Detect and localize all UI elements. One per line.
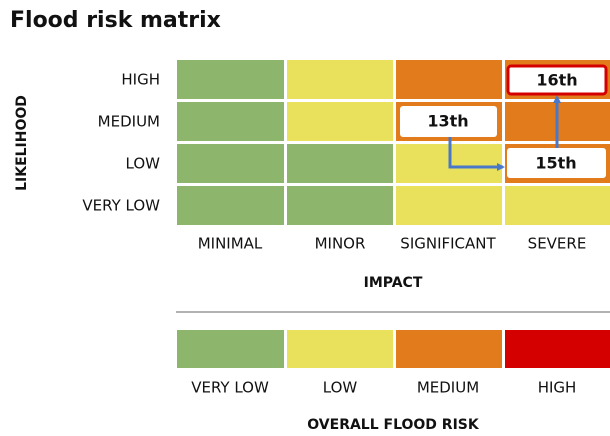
cell [177,144,284,183]
title: Flood risk matrix [10,8,221,33]
cell [396,60,502,99]
y-axis-title: LIKELIHOOD [14,95,30,191]
cell [177,186,284,225]
column-label: SEVERE [528,235,587,253]
legend-label: HIGH [538,379,577,397]
cell [505,186,610,225]
cell [177,60,284,99]
legend-swatch [505,330,610,368]
legend-swatch [177,330,284,368]
cell [287,102,393,141]
cell [287,186,393,225]
row-label: VERY LOW [82,197,160,215]
arrow [448,137,505,171]
marker-box [507,148,606,178]
cell [287,60,393,99]
marker-label: 13th [427,112,468,131]
cell [396,186,502,225]
legend-swatches [177,330,610,368]
legend-label: VERY LOW [191,379,269,397]
column-label: MINIMAL [198,235,263,253]
column-label: SIGNIFICANT [400,235,496,253]
legend-swatch [396,330,502,368]
cell [287,144,393,183]
marker-label: 15th [535,154,576,173]
column-label: MINOR [315,235,366,253]
row-label: LOW [126,155,161,173]
row-label: MEDIUM [98,113,160,131]
marker-box [506,64,608,96]
x-axis-title: IMPACT [364,275,423,291]
row-label: HIGH [121,71,160,89]
legend-swatch [287,330,393,368]
legend-label: LOW [323,379,358,397]
cell [177,102,284,141]
legend-label: MEDIUM [417,379,479,397]
legend-title: OVERALL FLOOD RISK [307,417,480,433]
marker-label: 16th [536,71,577,90]
marker-box [400,106,497,137]
